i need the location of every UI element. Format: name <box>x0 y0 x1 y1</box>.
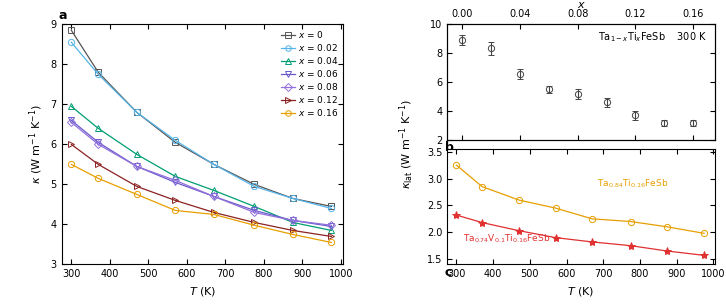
Text: c: c <box>444 266 452 279</box>
X-axis label: $x$: $x$ <box>576 0 586 10</box>
Text: Ta$_{1-x}$Ti$_x$FeSb    300 K: Ta$_{1-x}$Ti$_x$FeSb 300 K <box>598 30 707 44</box>
Text: b: b <box>444 141 454 154</box>
Text: a: a <box>59 9 68 22</box>
X-axis label: $T$ (K): $T$ (K) <box>568 285 595 298</box>
X-axis label: $T$ (K): $T$ (K) <box>189 285 216 298</box>
Text: $\kappa_{\mathrm{lat}}$ (W m$^{-1}$ K$^{-1}$): $\kappa_{\mathrm{lat}}$ (W m$^{-1}$ K$^{… <box>399 99 417 189</box>
Legend: $x$ = 0, $x$ = 0.02, $x$ = 0.04, $x$ = 0.06, $x$ = 0.08, $x$ = 0.12, $x$ = 0.16: $x$ = 0, $x$ = 0.02, $x$ = 0.04, $x$ = 0… <box>280 27 340 119</box>
Text: Ta$_{0.74}$V$_{0.1}$Ti$_{0.16}$FeSb: Ta$_{0.74}$V$_{0.1}$Ti$_{0.16}$FeSb <box>463 232 551 245</box>
Text: Ta$_{0.84}$Ti$_{0.16}$FeSb: Ta$_{0.84}$Ti$_{0.16}$FeSb <box>597 178 669 190</box>
Y-axis label: $\kappa$ (W m$^{-1}$ K$^{-1}$): $\kappa$ (W m$^{-1}$ K$^{-1}$) <box>28 105 45 184</box>
